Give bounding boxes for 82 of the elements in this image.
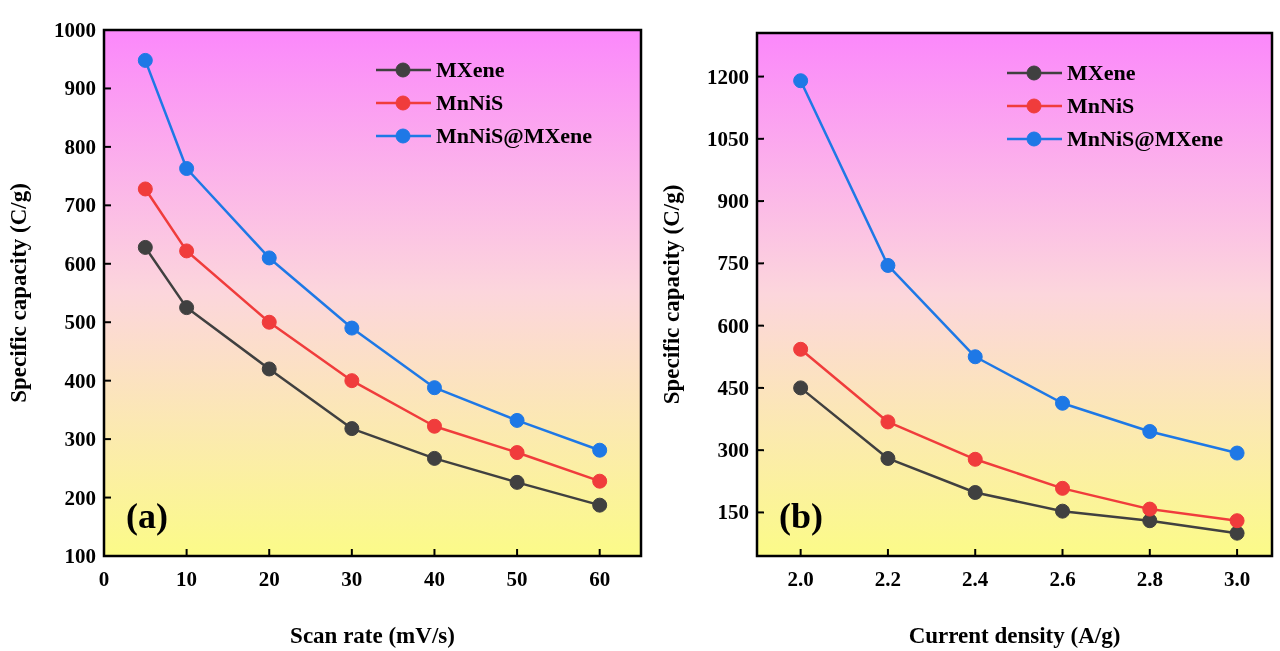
- legend-label: MnNiS@MXene: [436, 123, 593, 148]
- point: [793, 73, 809, 89]
- x-tick-label: 30: [341, 567, 363, 591]
- x-tick-label: 2.4: [962, 567, 989, 591]
- x-tick-label: 10: [176, 567, 198, 591]
- y-tick-label: 200: [64, 485, 96, 510]
- x-tick-label: 40: [423, 567, 445, 591]
- y-tick-label: 1050: [707, 126, 749, 151]
- x-tick-label: 3.0: [1223, 567, 1251, 591]
- y-tick-label: 400: [64, 368, 96, 393]
- point: [509, 445, 525, 461]
- point: [426, 380, 442, 396]
- point: [880, 257, 896, 273]
- annotation: (a): [126, 496, 168, 536]
- legend-label: MnNiS: [436, 90, 504, 115]
- y-tick-label: 100: [64, 544, 96, 568]
- legend-label: MnNiS@MXene: [1067, 126, 1224, 151]
- point: [1055, 395, 1071, 411]
- point: [1142, 501, 1158, 517]
- point: [426, 450, 442, 466]
- point: [344, 320, 360, 336]
- x-tick-label: 2.0: [787, 567, 814, 591]
- legend-label: MXene: [436, 57, 505, 82]
- point: [967, 349, 983, 365]
- point: [179, 161, 195, 177]
- x-tick-label: 2.8: [1136, 567, 1163, 591]
- point: [880, 414, 896, 430]
- y-tick-label: 150: [717, 500, 749, 525]
- y-tick-label: 900: [64, 76, 96, 101]
- point: [137, 239, 153, 255]
- y-tick-label: 500: [64, 310, 96, 335]
- x-tick-label: 20: [258, 567, 280, 591]
- point: [967, 451, 983, 467]
- x-tick-label: 50: [506, 567, 528, 591]
- point: [967, 484, 983, 500]
- point: [179, 243, 195, 259]
- y-tick-label: 300: [64, 427, 96, 452]
- y-tick-label: 600: [64, 251, 96, 276]
- y-tick-label: 450: [717, 375, 749, 400]
- point: [1229, 513, 1245, 529]
- point: [592, 497, 608, 513]
- y-tick-label: 900: [717, 189, 749, 214]
- x-axis-title: Scan rate (mV/s): [290, 623, 455, 648]
- point: [880, 450, 896, 466]
- point: [1229, 445, 1245, 461]
- y-tick-label: 1200: [707, 64, 749, 89]
- legend-label: MXene: [1067, 60, 1136, 85]
- y-tick-label: 800: [64, 134, 96, 159]
- point: [1055, 503, 1071, 519]
- point: [1229, 525, 1245, 541]
- y-tick-label: 1000: [54, 18, 96, 42]
- y-tick-label: 750: [717, 251, 749, 276]
- y-axis-title: Specific capacity (C/g): [659, 184, 684, 405]
- legend-label: MnNiS: [1067, 93, 1135, 118]
- point: [509, 412, 525, 428]
- point: [592, 442, 608, 458]
- annotation: (b): [779, 496, 823, 536]
- y-tick-label: 700: [64, 193, 96, 218]
- y-tick-label: 600: [717, 313, 749, 338]
- point: [137, 181, 153, 197]
- point: [261, 314, 277, 330]
- point: [509, 474, 525, 490]
- y-tick-label: 300: [717, 438, 749, 463]
- point: [793, 341, 809, 357]
- point: [426, 418, 442, 434]
- point: [261, 250, 277, 266]
- point: [1142, 513, 1158, 529]
- point: [592, 473, 608, 489]
- point: [344, 373, 360, 389]
- x-tick-label: 0: [98, 567, 110, 591]
- point: [137, 52, 153, 68]
- x-tick-label: 2.2: [874, 567, 902, 591]
- point: [1055, 480, 1071, 496]
- x-axis-title: Current density (A/g): [908, 623, 1121, 648]
- point: [261, 361, 277, 377]
- x-tick-label: 2.6: [1049, 567, 1076, 591]
- x-tick-label: 60: [589, 567, 611, 591]
- y-axis-title: Specific capacity (C/g): [6, 183, 31, 403]
- point: [344, 421, 360, 437]
- point: [1142, 423, 1158, 439]
- point: [179, 300, 195, 316]
- point: [793, 380, 809, 396]
